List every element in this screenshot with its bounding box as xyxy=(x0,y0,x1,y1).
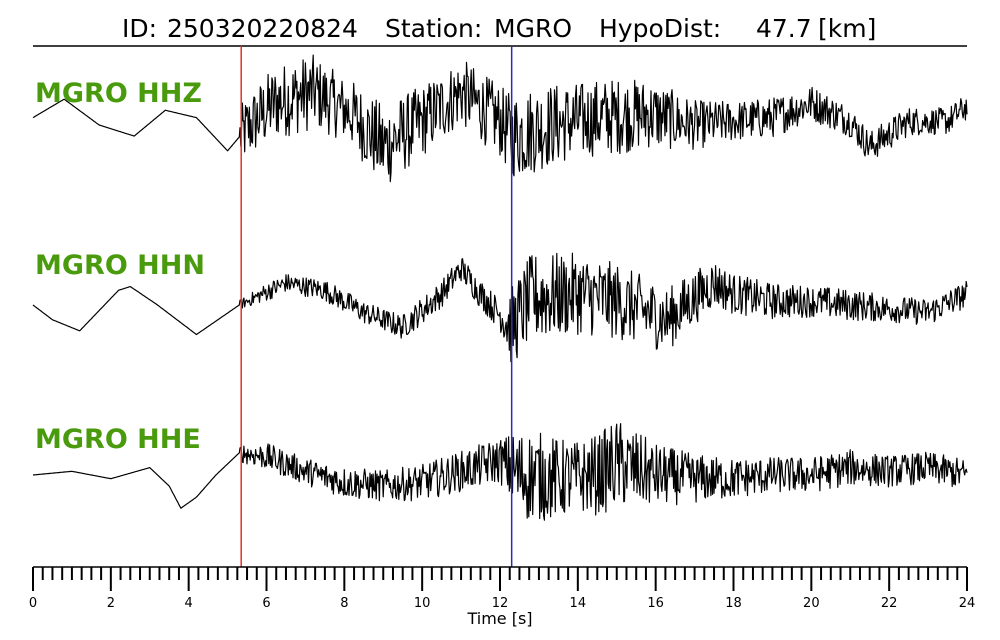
x-tick-label: 2 xyxy=(107,596,115,611)
title-hypodist-value: 47.7 xyxy=(756,14,812,43)
title-station-value: MGRO xyxy=(494,14,572,43)
x-tick-label: 12 xyxy=(492,596,509,611)
title-hypodist-unit: [km] xyxy=(818,14,876,43)
x-tick-label: 24 xyxy=(959,596,976,611)
x-tick-label: 16 xyxy=(647,596,664,611)
channel-label-hhe: MGRO HHE xyxy=(35,424,201,455)
x-tick-label: 0 xyxy=(29,596,37,611)
trace-hhn xyxy=(32,252,968,363)
phase-picks xyxy=(240,46,513,567)
trace-hhe xyxy=(32,423,968,521)
channel-labels: MGRO HHZ MGRO HHN MGRO HHE xyxy=(35,78,205,455)
x-tick-label: 14 xyxy=(570,596,587,611)
trace-hhz xyxy=(32,54,968,183)
figure-title: ID: 250320220824 Station: MGRO HypoDist:… xyxy=(122,14,876,43)
title-station-label: Station: xyxy=(385,14,482,43)
x-tick-label: 18 xyxy=(725,596,742,611)
title-hypodist-label: HypoDist: xyxy=(599,14,721,43)
x-tick-label: 10 xyxy=(414,596,431,611)
channel-label-hhn: MGRO HHN xyxy=(35,250,205,281)
trace-panels xyxy=(32,54,968,521)
x-tick-label: 20 xyxy=(803,596,820,611)
x-tick-label: 8 xyxy=(340,596,348,611)
x-tick-label: 6 xyxy=(262,596,270,611)
time-axis: 0 2 4 6 8 10 12 14 16 18 20 22 24 Time [s] xyxy=(29,566,975,628)
title-id-label: ID: xyxy=(122,14,157,43)
time-axis-ticks: 0 2 4 6 8 10 12 14 16 18 20 22 24 xyxy=(29,567,975,611)
x-tick-label: 4 xyxy=(185,596,193,611)
x-tick-label: 22 xyxy=(881,596,898,611)
channel-label-hhz: MGRO HHZ xyxy=(35,78,202,109)
x-axis-label: Time [s] xyxy=(466,609,532,628)
title-id-value: 250320220824 xyxy=(167,14,358,43)
